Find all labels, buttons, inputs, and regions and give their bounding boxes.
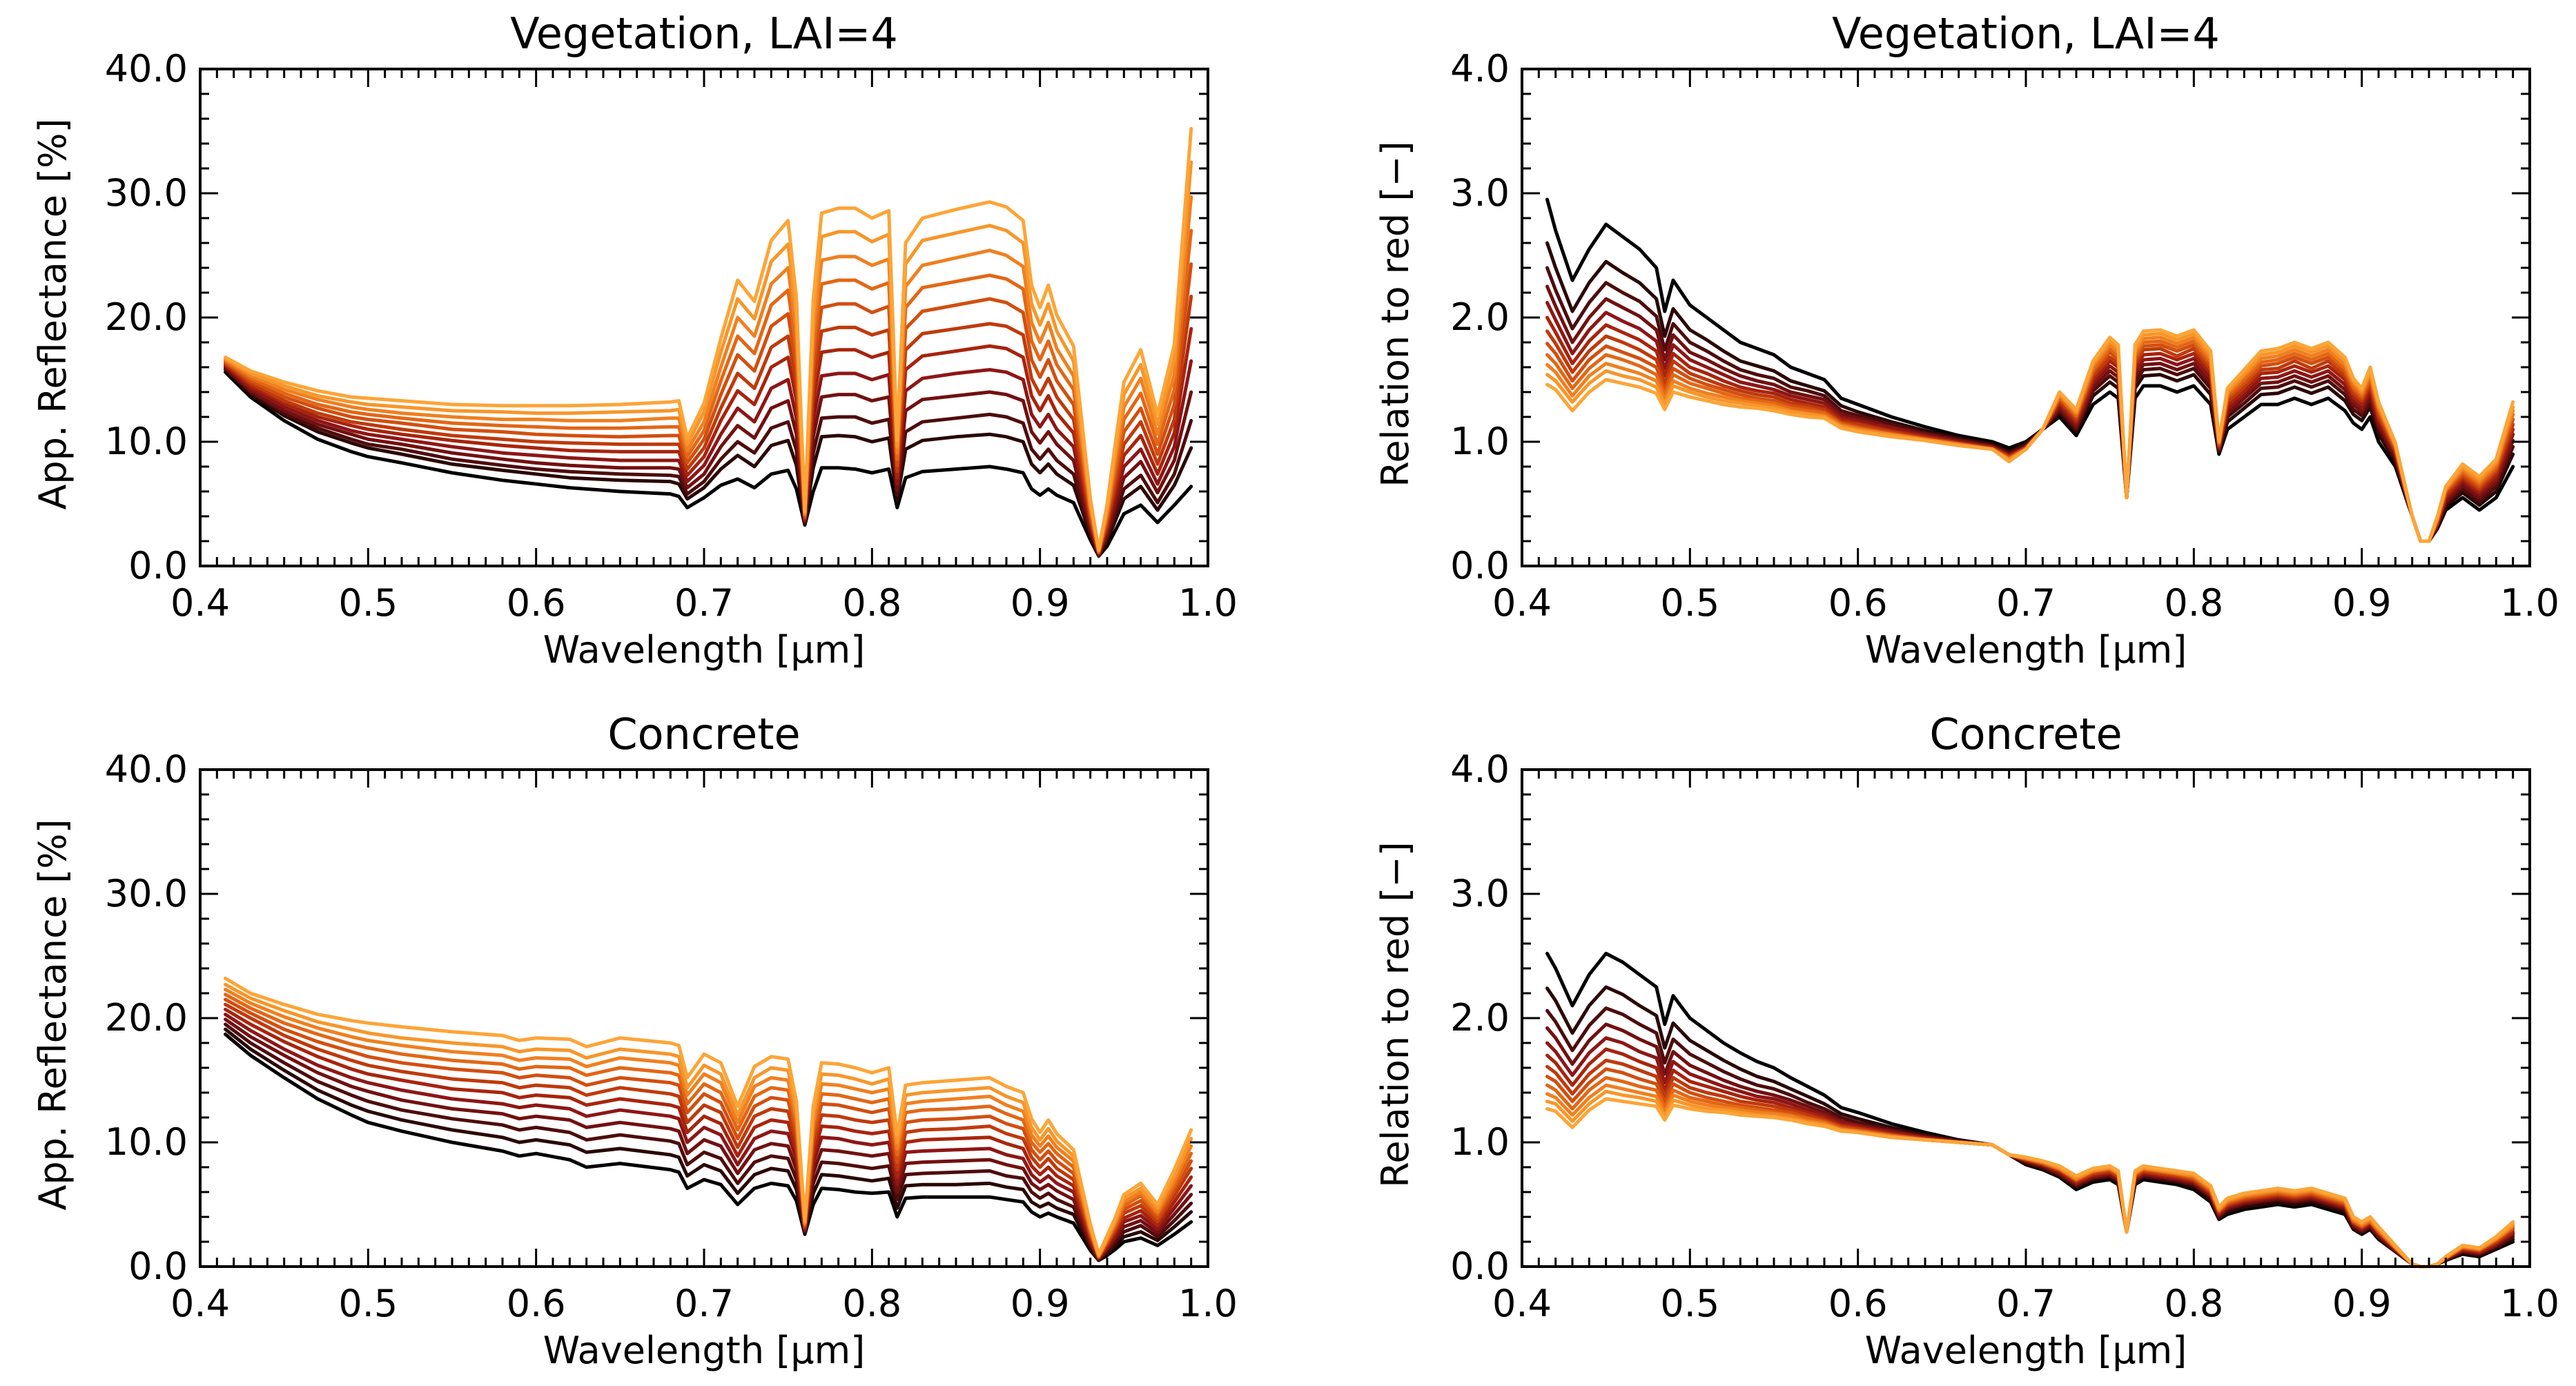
panel-vegetation-relation: Vegetation, LAI=4 Wavelength [μm] Relati… <box>1374 8 2559 672</box>
x-axis-label: Wavelength [μm] <box>1865 1329 2187 1372</box>
x-tick-label: 0.4 <box>170 1282 230 1325</box>
series-line-7 <box>1545 329 2515 543</box>
x-tick-label: 0.8 <box>842 581 901 625</box>
y-tick-label: 3.0 <box>1450 171 1510 215</box>
x-axis-label: Wavelength [μm] <box>543 628 866 672</box>
x-tick-label: 0.7 <box>1996 581 2056 625</box>
x-tick-label: 0.8 <box>2164 581 2223 625</box>
x-tick-label: 0.9 <box>2332 581 2392 625</box>
x-tick-label: 0.4 <box>1492 1282 1552 1325</box>
panel-concrete-reflectance: Concrete Wavelength [μm] App. Reflectanc… <box>31 709 1238 1372</box>
x-tick-label: 0.8 <box>2164 1282 2223 1325</box>
x-tick-label: 0.6 <box>507 581 566 625</box>
series-line-12 <box>1545 1097 2515 1269</box>
x-tick-label: 0.5 <box>1660 1282 1719 1325</box>
x-tick-label: 0.9 <box>2332 1282 2392 1325</box>
y-tick-label: 40.0 <box>105 748 188 791</box>
series-line-10 <box>224 195 1193 553</box>
series-line-11 <box>1545 1089 2515 1269</box>
x-tick-label: 1.0 <box>1178 581 1238 625</box>
x-tick-label: 0.5 <box>1660 581 1719 625</box>
plot-area: 0.4 0.5 0.6 0.7 0.8 0.9 1.0 0.0 10.0 20.0 30.0 40.0 <box>105 47 1238 625</box>
series-line-3 <box>1545 266 2515 543</box>
x-tick-label: 0.5 <box>338 581 398 625</box>
y-tick-label: 4.0 <box>1450 748 1510 791</box>
series-line-4 <box>1545 284 2515 543</box>
panel-title: Vegetation, LAI=4 <box>1832 8 2220 59</box>
series-line-10 <box>1545 1083 2515 1269</box>
x-tick-label: 0.8 <box>842 1282 901 1325</box>
x-tick-label: 0.6 <box>507 1282 566 1325</box>
y-tick-label: 30.0 <box>105 872 188 915</box>
panel-vegetation-reflectance: Vegetation, LAI=4 Wavelength [μm] App. R… <box>31 8 1238 672</box>
y-axis-label: Relation to red [−] <box>1374 141 1417 487</box>
series-line-1 <box>224 370 1193 558</box>
y-tick-label: 10.0 <box>105 420 188 463</box>
x-tick-label: 0.7 <box>674 581 734 625</box>
y-tick-label: 3.0 <box>1450 872 1510 915</box>
series-line-12 <box>224 976 1193 1256</box>
y-tick-label: 20.0 <box>105 996 188 1040</box>
y-tick-label: 10.0 <box>105 1120 188 1164</box>
series-line-6 <box>1545 315 2515 543</box>
series-line-12 <box>1545 328 2515 543</box>
panel-title: Vegetation, LAI=4 <box>510 8 898 59</box>
x-tick-label: 1.0 <box>2500 581 2559 625</box>
y-tick-label: 2.0 <box>1450 996 1510 1040</box>
x-tick-label: 1.0 <box>1178 1282 1238 1325</box>
series-line-2 <box>224 1027 1193 1262</box>
plot-frame <box>1521 768 2531 1268</box>
x-tick-label: 0.5 <box>338 1282 398 1325</box>
series-line-1 <box>224 1032 1193 1262</box>
x-tick-label: 0.9 <box>1011 1282 1070 1325</box>
x-axis-label: Wavelength [μm] <box>543 1329 866 1372</box>
plot-area: 0.4 0.5 0.6 0.7 0.8 0.9 1.0 0.0 1.0 2.0 3.0 4.0 <box>1450 47 2559 625</box>
y-axis-label: App. Reflectance [%] <box>31 819 75 1210</box>
y-tick-label: 0.0 <box>1450 1245 1510 1288</box>
panel-title: Concrete <box>1929 709 2122 759</box>
x-tick-label: 0.9 <box>1011 581 1070 625</box>
x-tick-label: 0.4 <box>1492 581 1552 625</box>
panel-title: Concrete <box>607 709 800 759</box>
x-tick-label: 0.7 <box>674 1282 734 1325</box>
y-tick-label: 40.0 <box>105 47 188 90</box>
x-tick-label: 0.6 <box>1828 581 1888 625</box>
series-line-12 <box>224 126 1193 552</box>
plot-area: 0.4 0.5 0.6 0.7 0.8 0.9 1.0 0.0 10.0 20.0 30.0 40.0 <box>105 748 1238 1325</box>
x-tick-label: 0.7 <box>1996 1282 2056 1325</box>
x-tick-label: 0.4 <box>170 581 230 625</box>
x-axis-label: Wavelength [μm] <box>1865 628 2187 672</box>
y-tick-label: 0.0 <box>128 1245 188 1288</box>
series-line-3 <box>224 1022 1193 1261</box>
y-tick-label: 2.0 <box>1450 295 1510 339</box>
y-tick-label: 30.0 <box>105 171 188 215</box>
y-tick-label: 0.0 <box>1450 544 1510 587</box>
y-tick-label: 0.0 <box>128 544 188 587</box>
y-axis-label: App. Reflectance [%] <box>31 118 75 509</box>
y-tick-label: 4.0 <box>1450 47 1510 90</box>
y-tick-label: 1.0 <box>1450 420 1510 463</box>
plot-area: 0.4 0.5 0.6 0.7 0.8 0.9 1.0 0.0 1.0 2.0 3.0 4.0 <box>1450 748 2559 1325</box>
plot-frame <box>1521 68 2531 567</box>
y-tick-label: 20.0 <box>105 295 188 339</box>
y-axis-label: Relation to red [−] <box>1374 841 1417 1187</box>
x-tick-label: 1.0 <box>2500 1282 2559 1325</box>
y-tick-label: 1.0 <box>1450 1120 1510 1164</box>
panel-concrete-relation: Concrete Wavelength [μm] Relation to red… <box>1374 709 2559 1372</box>
x-tick-label: 0.6 <box>1828 1282 1888 1325</box>
series-line-1 <box>1545 197 2515 543</box>
